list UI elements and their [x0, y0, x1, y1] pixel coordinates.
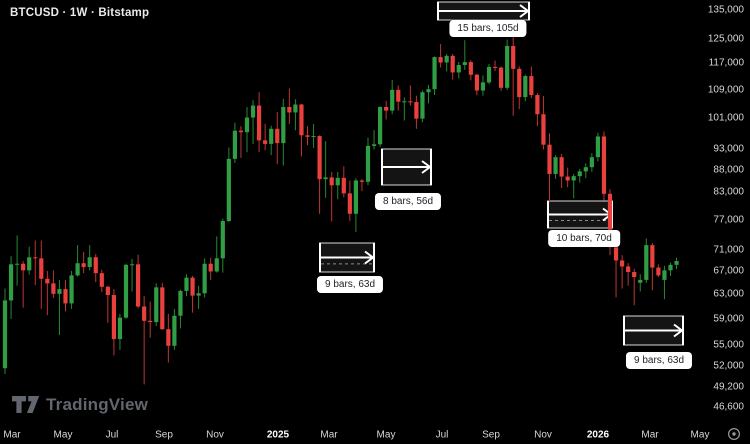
time-axis[interactable]: Mar May Jul Sep Nov 2025 Mar May Jul Sep Nov 2026 Ma… — [0, 425, 750, 444]
time-axis-label: May — [376, 429, 396, 440]
price-axis[interactable]: 135,000 125,000 117,000 109,000 101,000 93,00… — [693, 0, 750, 425]
time-axis-label: Sep — [155, 429, 173, 440]
price-axis-label: 109,000 — [707, 84, 744, 96]
date-range-tool[interactable] — [381, 148, 432, 186]
time-axis-label: Jul — [105, 429, 119, 440]
range-annotation-label[interactable]: 15 bars, 105d — [449, 20, 527, 37]
range-annotation-label[interactable]: 10 bars, 70d — [548, 230, 620, 247]
symbol-title: BTCUSD · 1W · Bitstamp — [10, 7, 150, 19]
price-axis-label: 117,000 — [708, 57, 744, 69]
date-range-tool[interactable] — [319, 242, 375, 273]
date-range-tool[interactable] — [547, 200, 613, 229]
time-axis-label: Mar — [641, 429, 659, 440]
time-axis-label: Jul — [435, 429, 449, 440]
time-axis-label: Sep — [482, 429, 500, 440]
time-axis-label: 2025 — [266, 429, 290, 440]
price-axis-label: 63,000 — [713, 288, 744, 300]
price-axis-label: 46,600 — [713, 401, 744, 413]
tradingview-logo[interactable]: TradingView — [12, 395, 148, 415]
price-axis-label: 88,000 — [713, 164, 744, 176]
range-annotation-label[interactable]: 9 bars, 63d — [316, 276, 384, 293]
range-annotation-label[interactable]: 9 bars, 63d — [625, 352, 693, 369]
price-axis-label: 125,000 — [707, 33, 744, 45]
candles — [2, 35, 679, 385]
price-axis-label: 52,000 — [713, 360, 744, 372]
date-range-tool[interactable] — [623, 315, 684, 346]
time-axis-label: Nov — [534, 429, 552, 440]
time-axis-label: May — [690, 429, 710, 440]
price-axis-label: 49,200 — [713, 381, 744, 393]
price-axis-label: 101,000 — [707, 112, 744, 124]
time-axis-label: May — [53, 429, 73, 440]
clock-icon[interactable] — [727, 427, 741, 441]
price-axis-label: 83,000 — [713, 186, 744, 198]
price-axis-label: 135,000 — [707, 4, 744, 16]
price-axis-label: 55,000 — [713, 339, 744, 351]
time-axis-label: 2026 — [586, 429, 610, 440]
time-axis-label: Mar — [3, 429, 21, 440]
tradingview-logo-mark — [12, 396, 40, 413]
price-axis-label: 77,000 — [713, 214, 744, 226]
date-range-tool[interactable] — [437, 1, 530, 21]
price-axis-label: 59,000 — [713, 313, 744, 325]
time-axis-label: Nov — [206, 429, 224, 440]
price-axis-label: 71,000 — [713, 244, 744, 256]
price-axis-label: 67,000 — [713, 265, 744, 277]
tradingview-wordmark: TradingView — [46, 395, 149, 414]
range-annotation-label[interactable]: 8 bars, 56d — [374, 193, 442, 210]
price-axis-label: 93,000 — [713, 143, 744, 155]
time-axis-label: Mar — [320, 429, 338, 440]
